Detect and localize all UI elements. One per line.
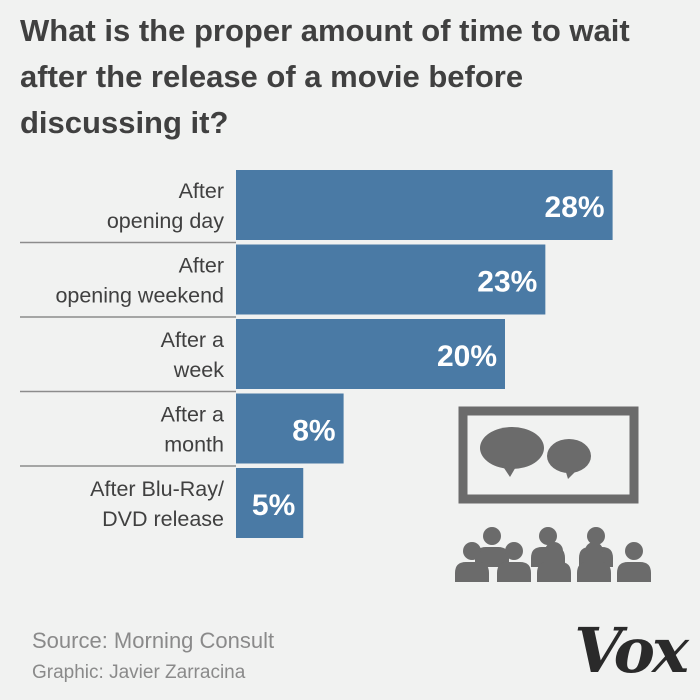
source-text: Source: Morning Consult (32, 628, 275, 653)
category-label: After a (161, 403, 224, 427)
person-body (537, 562, 571, 582)
person-head (539, 527, 557, 545)
vox-logo: Vox (574, 614, 689, 687)
person-head (585, 542, 603, 560)
bar-group: 28% After opening day 23% After opening weeke… (20, 170, 613, 538)
movie-screen-icon (458, 406, 639, 504)
category-label: After Blu-Ray/ (90, 477, 224, 501)
cinema-illustration (455, 406, 651, 582)
category-label: opening weekend (55, 284, 224, 308)
value-label: 8% (292, 415, 335, 448)
person-body (475, 547, 509, 567)
bar (236, 170, 613, 240)
category-label: month (164, 433, 224, 457)
bar (236, 468, 304, 538)
value-label: 5% (252, 489, 295, 522)
speech-bubble-icon (480, 427, 591, 479)
category-label: DVD release (102, 507, 224, 531)
bar (236, 319, 505, 389)
person-head (483, 527, 501, 545)
person-head (625, 542, 643, 560)
value-label: 23% (477, 266, 537, 299)
category-label: opening day (107, 209, 224, 233)
category-label: After a (161, 328, 224, 352)
bar (236, 393, 344, 464)
person-head (545, 542, 563, 560)
person-body (577, 562, 611, 582)
person-head (463, 542, 481, 560)
value-label: 28% (545, 191, 605, 224)
category-label: week (173, 358, 224, 382)
category-label: After (179, 254, 224, 278)
audience-icon (455, 527, 651, 582)
person-body (455, 562, 489, 582)
person-body (617, 562, 651, 582)
value-label: 20% (437, 340, 497, 373)
credit-text: Graphic: Javier Zarracina (32, 662, 246, 683)
person-body (497, 562, 531, 582)
bar (236, 244, 546, 315)
person-head (587, 527, 605, 545)
chart-title: What is the proper amount of time to wai… (20, 13, 630, 140)
category-label: After (179, 179, 224, 203)
person-head (505, 542, 523, 560)
